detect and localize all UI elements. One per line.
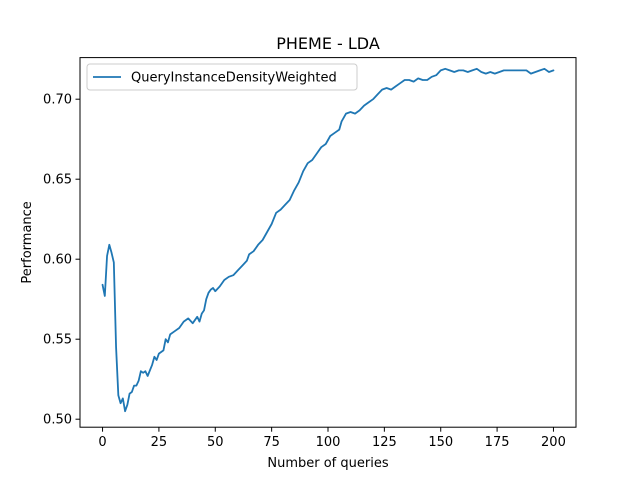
y-axis: 0.50 0.55 0.60 0.65 0.70: [43, 93, 80, 428]
chart-title: PHEME - LDA: [276, 34, 380, 53]
y-tick-label: 0.55: [43, 333, 72, 348]
x-tick-label: 0: [98, 435, 106, 450]
x-tick-label: 200: [541, 435, 566, 450]
y-tick-label: 0.60: [43, 253, 72, 268]
x-tick-label: 150: [428, 435, 453, 450]
legend: QueryInstanceDensityWeighted: [86, 63, 358, 91]
x-tick-label: 75: [263, 435, 280, 450]
x-axis: 0 25 50 75 100 125 150 175 200: [98, 427, 566, 450]
y-tick-label: 0.70: [43, 93, 72, 108]
x-tick-label: 125: [372, 435, 397, 450]
legend-label: QueryInstanceDensityWeighted: [131, 71, 337, 86]
series-line-query-instance-density-weighted: [101, 67, 555, 413]
x-tick-label: 25: [151, 435, 168, 450]
x-tick-label: 175: [485, 435, 510, 450]
x-axis-label: Number of queries: [267, 456, 388, 471]
y-tick-label: 0.50: [43, 413, 72, 428]
y-axis-label: Performance: [20, 201, 35, 283]
x-tick-label: 50: [207, 435, 224, 450]
x-tick-label: 100: [316, 435, 341, 450]
y-tick-label: 0.65: [43, 173, 72, 188]
legend-box: [86, 63, 358, 91]
